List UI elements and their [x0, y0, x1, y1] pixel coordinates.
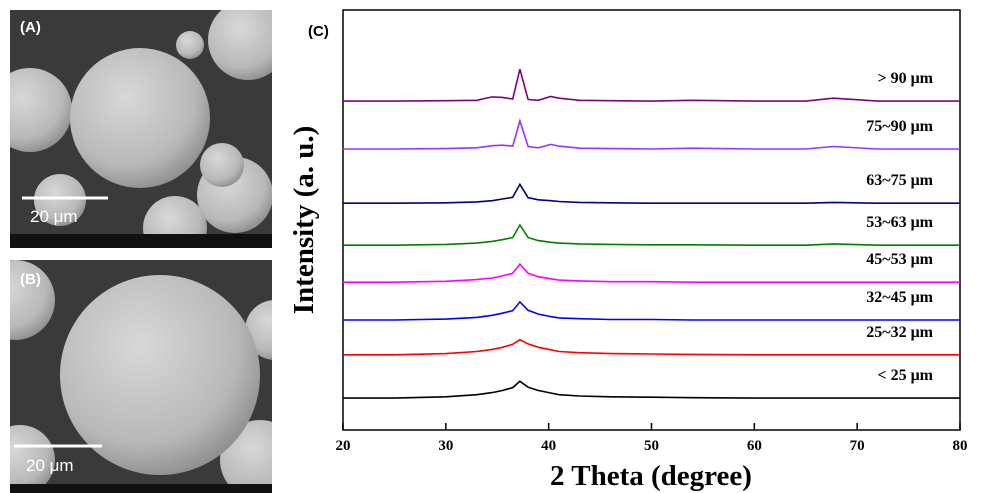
xrd-line — [343, 68, 960, 102]
panel-label: (C) — [308, 23, 329, 40]
scale-label: 20 μm — [26, 456, 74, 475]
series-label: < 25 μm — [877, 367, 933, 384]
xrd-line — [343, 338, 960, 356]
x-tick-label: 20 — [336, 438, 351, 454]
x-tick-label: 70 — [850, 438, 865, 454]
x-tick-label: 80 — [953, 438, 968, 454]
x-tick-label: 50 — [644, 438, 659, 454]
series-label: > 90 μm — [877, 70, 933, 87]
x-tick-label: 60 — [747, 438, 762, 454]
xrd-line — [343, 118, 960, 150]
xrd-line — [343, 223, 960, 246]
panel-label: (B) — [20, 271, 41, 288]
series-label: 32~45 μm — [866, 289, 933, 306]
xrd-line — [343, 182, 960, 204]
xrd-line — [343, 380, 960, 399]
x-tick-label: 40 — [541, 438, 556, 454]
sem-image-b — [10, 260, 272, 493]
panel-label: (A) — [20, 19, 41, 36]
x-axis-title: 2 Theta (degree) — [550, 460, 752, 492]
x-tick-label: 30 — [438, 438, 453, 454]
xrd-line — [343, 262, 960, 283]
series-label: 75~90 μm — [866, 118, 933, 135]
xrd-line — [343, 300, 960, 321]
series-label: 25~32 μm — [866, 324, 933, 341]
scale-label: 20 μm — [30, 207, 78, 226]
series-label: 45~53 μm — [866, 251, 933, 268]
y-axis-title: Intensity (a. u.) — [288, 126, 320, 315]
sem-image-a — [10, 10, 272, 248]
series-label: 63~75 μm — [866, 172, 933, 189]
series-label: 53~63 μm — [866, 214, 933, 231]
